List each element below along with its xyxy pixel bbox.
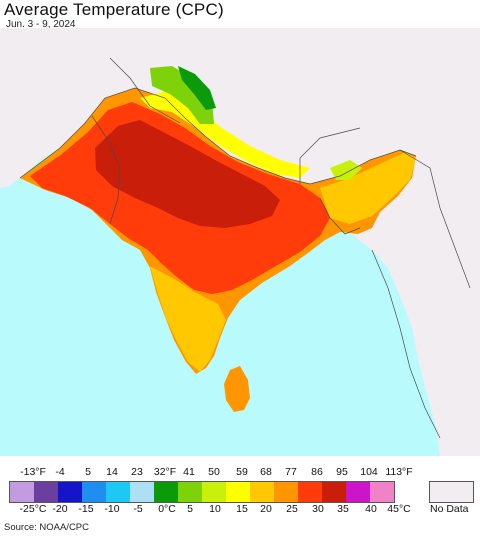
legend-swatch bbox=[10, 482, 34, 502]
tick-c-5: 0°C bbox=[158, 503, 176, 515]
tick-f-8: 59 bbox=[236, 466, 248, 478]
legend-swatch bbox=[106, 482, 130, 502]
tick-c-8: 15 bbox=[236, 503, 248, 515]
legend-no-data-swatch bbox=[429, 481, 474, 503]
legend-swatch bbox=[322, 482, 346, 502]
tick-c-11: 30 bbox=[312, 503, 324, 515]
tick-c-14: 45°C bbox=[387, 503, 411, 515]
tick-f-7: 50 bbox=[208, 466, 220, 478]
region-himalaya-yellow bbox=[140, 90, 310, 178]
legend-swatch bbox=[154, 482, 178, 502]
legend-swatch bbox=[82, 482, 106, 502]
legend-swatch bbox=[226, 482, 250, 502]
temperature-map bbox=[0, 28, 480, 456]
legend-swatch bbox=[298, 482, 322, 502]
tick-c-10: 25 bbox=[286, 503, 298, 515]
tick-f-10: 77 bbox=[285, 466, 297, 478]
region-himalaya-dark-green bbox=[178, 66, 216, 110]
land-no-data bbox=[0, 28, 480, 456]
tick-c-2: -15 bbox=[78, 503, 94, 515]
tick-c-3: -10 bbox=[104, 503, 120, 515]
legend-swatch bbox=[274, 482, 298, 502]
tick-f-5: 32°F bbox=[153, 466, 177, 478]
tick-f-9: 68 bbox=[260, 466, 272, 478]
tick-c-12: 35 bbox=[337, 503, 349, 515]
tick-c-13: 40 bbox=[365, 503, 377, 515]
tick-f-3: 14 bbox=[106, 466, 118, 478]
tick-c-7: 10 bbox=[209, 503, 221, 515]
legend-swatch bbox=[370, 482, 394, 502]
legend-celsius-ticks: -25°C -20 -15 -10 -5 0°C 5 10 15 20 25 3… bbox=[0, 503, 480, 517]
tick-f-14: 113°F bbox=[385, 466, 413, 478]
legend-swatch bbox=[58, 482, 82, 502]
tick-c-6: 5 bbox=[187, 503, 193, 515]
tick-c-1: -20 bbox=[52, 503, 68, 515]
legend-fahrenheit-ticks: -13°F -4 5 14 23 32°F 41 50 59 68 77 86 … bbox=[0, 466, 480, 480]
tick-f-12: 95 bbox=[336, 466, 348, 478]
sri-lanka bbox=[224, 366, 250, 412]
map-title: Average Temperature (CPC) bbox=[4, 0, 224, 19]
borders bbox=[19, 57, 471, 439]
legend-swatch bbox=[34, 482, 58, 502]
tick-f-11: 86 bbox=[311, 466, 323, 478]
region-himalaya-green bbox=[150, 66, 214, 124]
tick-c-4: -5 bbox=[133, 503, 143, 515]
tick-f-13: 104 bbox=[360, 466, 378, 478]
legend-color-bar bbox=[9, 481, 395, 503]
tick-f-2: 5 bbox=[85, 466, 91, 478]
legend-swatch bbox=[178, 482, 202, 502]
region-tibet-edge bbox=[330, 160, 362, 180]
region-dark-red bbox=[95, 120, 280, 228]
tick-c-0: -25°C bbox=[19, 503, 47, 515]
region-south-orange bbox=[150, 266, 226, 372]
tick-f-1: -4 bbox=[55, 466, 65, 478]
tick-f-6: 41 bbox=[183, 466, 195, 478]
source-credit: Source: NOAA/CPC bbox=[4, 522, 89, 533]
legend-swatch bbox=[202, 482, 226, 502]
tick-c-9: 20 bbox=[260, 503, 272, 515]
region-northeast bbox=[320, 152, 416, 224]
legend-swatch bbox=[130, 482, 154, 502]
legend-swatch bbox=[346, 482, 370, 502]
tick-f-0: -13°F bbox=[20, 466, 46, 478]
no-data-label: No Data bbox=[430, 503, 469, 515]
date-range: Jun. 3 - 9, 2024 bbox=[6, 19, 76, 30]
tick-f-4: 23 bbox=[131, 466, 143, 478]
legend-swatch bbox=[250, 482, 274, 502]
